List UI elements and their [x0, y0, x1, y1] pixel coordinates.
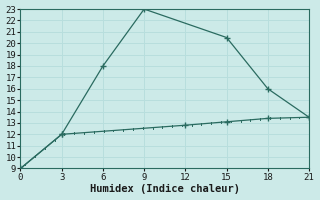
- X-axis label: Humidex (Indice chaleur): Humidex (Indice chaleur): [90, 184, 240, 194]
